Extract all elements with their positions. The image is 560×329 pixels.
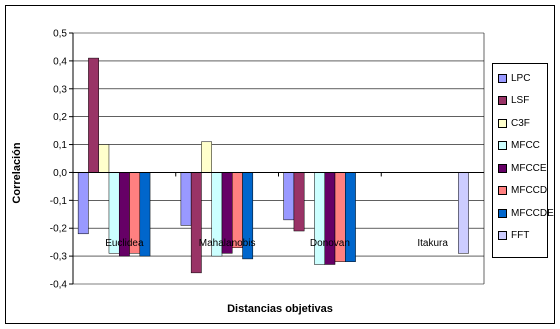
y-tick-label: 0,0 xyxy=(53,168,67,179)
bar-mfcce xyxy=(324,172,336,265)
legend-item: MFCCE xyxy=(498,162,547,174)
legend-swatch xyxy=(498,186,507,195)
bar-mfccd xyxy=(232,172,243,248)
legend-label: MFCCE xyxy=(511,162,547,174)
legend-swatch xyxy=(498,163,507,173)
y-tick-label: 0,5 xyxy=(53,29,67,40)
bar-c3f xyxy=(201,141,212,173)
bar-fft xyxy=(458,172,469,254)
y-tick-label: 0,4 xyxy=(53,56,67,67)
category-label: Donovan xyxy=(310,238,350,249)
legend-item: MFCC xyxy=(498,140,540,152)
legend-swatch xyxy=(498,231,507,240)
x-axis-label: Distancias objetivas xyxy=(227,303,333,315)
bar-lpc xyxy=(180,172,192,226)
legend-swatch xyxy=(498,118,507,128)
bar-mfcc xyxy=(314,172,325,265)
legend-swatch xyxy=(498,73,507,83)
category-label: Itakura xyxy=(417,238,448,249)
legend-label: LPC xyxy=(511,72,531,84)
bar-lpc xyxy=(283,172,295,221)
legend-label: MFCCDE xyxy=(511,207,554,219)
bar-lpc xyxy=(77,172,89,235)
y-tick-label: -0,2 xyxy=(50,224,68,235)
bar-c3f xyxy=(98,144,110,173)
y-tick-label: 0,3 xyxy=(53,84,67,95)
y-tick-label: 0,1 xyxy=(53,140,67,151)
category-label: Mahalanobis xyxy=(199,238,256,249)
y-tick-label: -0,3 xyxy=(50,252,68,263)
bar-lsf xyxy=(190,172,202,274)
legend-item: LSF xyxy=(498,95,529,107)
y-tick-label: -0,1 xyxy=(50,196,68,207)
y-axis-label: Correlación xyxy=(11,142,23,204)
bar-lsf xyxy=(88,57,99,173)
y-tick-label: -0,4 xyxy=(50,280,68,291)
legend-item: C3F xyxy=(498,117,530,129)
legend-label: C3F xyxy=(511,117,530,129)
category-label: Euclidea xyxy=(105,238,144,249)
legend-label: LSF xyxy=(511,95,530,106)
legend-item: LPC xyxy=(498,72,530,84)
legend-label: FFT xyxy=(511,230,530,241)
legend-item: MFCCD xyxy=(498,185,547,197)
legend-label: MFCCD xyxy=(511,185,548,196)
legend-label: MFCC xyxy=(511,140,540,151)
legend-swatch xyxy=(498,141,507,150)
legend-item: FFT xyxy=(498,230,529,242)
y-tick-label: 0,2 xyxy=(53,112,67,123)
legend-swatch xyxy=(498,96,507,105)
bar-lsf xyxy=(293,172,305,232)
legend: LPC LSF C3F MFCC MFCCE MFCCD MFCCDE FFT xyxy=(492,63,554,258)
legend-item: MFCCDE xyxy=(498,207,554,219)
legend-swatch xyxy=(498,208,507,218)
